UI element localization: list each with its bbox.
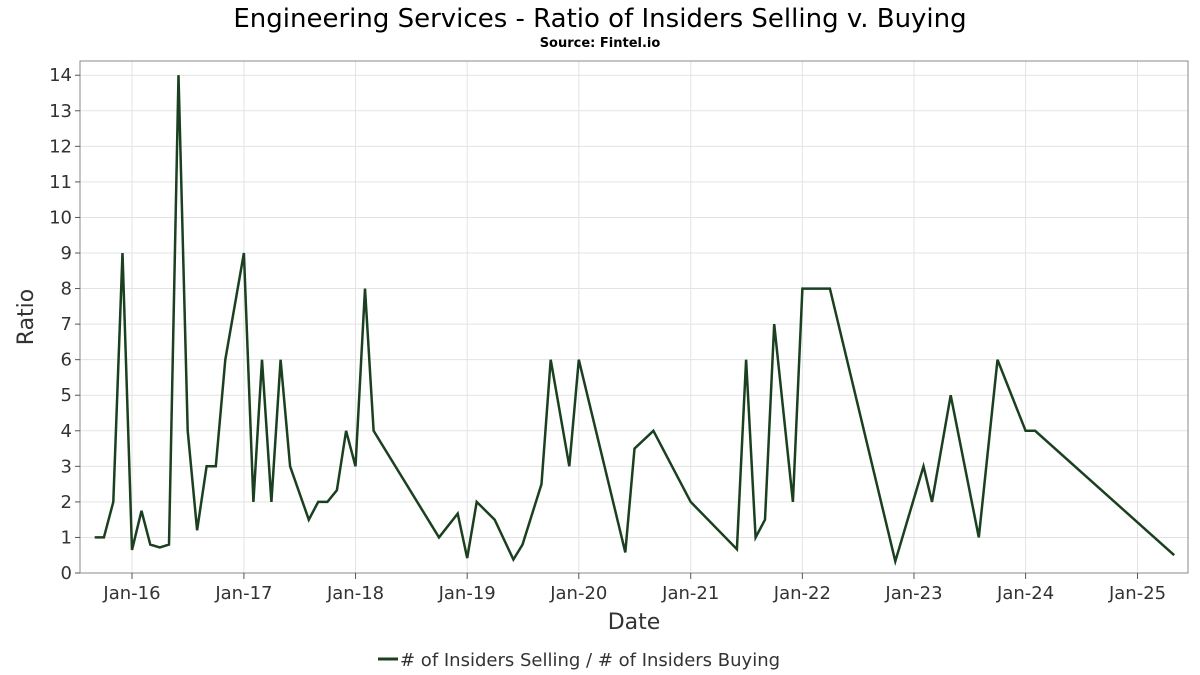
- x-axis-label: Date: [608, 610, 661, 635]
- x-tick-label: Jan-20: [549, 583, 607, 604]
- y-tick-label: 4: [61, 421, 72, 442]
- x-tick-label: Jan-19: [438, 583, 496, 604]
- x-tick-label: Jan-21: [661, 583, 719, 604]
- y-tick-label: 7: [61, 314, 72, 335]
- y-tick-label: 13: [49, 101, 72, 122]
- y-tick-label: 0: [61, 563, 72, 584]
- series-line: [94, 75, 1176, 567]
- x-tick-label: Jan-23: [884, 583, 942, 604]
- chart-subtitle: Source: Fintel.io: [540, 36, 661, 51]
- x-tick-label: Jan-17: [214, 583, 272, 604]
- y-tick-label: 5: [61, 385, 72, 406]
- y-tick-label: 6: [61, 350, 72, 371]
- y-tick-label: 9: [61, 243, 72, 264]
- y-tick-label: 12: [49, 136, 72, 157]
- y-tick-label: 8: [61, 279, 72, 300]
- legend: # of Insiders Selling / # of Insiders Bu…: [378, 650, 780, 671]
- x-tick-label: Jan-24: [996, 583, 1054, 604]
- y-tick-label: 1: [61, 527, 72, 548]
- y-tick-label: 10: [49, 207, 72, 228]
- y-axis-label: Ratio: [14, 289, 39, 345]
- x-tick-label: Jan-18: [326, 583, 384, 604]
- y-tick-label: 2: [61, 492, 72, 513]
- y-tick-label: 3: [61, 456, 72, 477]
- x-tick-label: Jan-22: [773, 583, 831, 604]
- plot-area: [79, 60, 1189, 574]
- chart-title: Engineering Services - Ratio of Insiders…: [233, 4, 966, 34]
- y-tick-label: 11: [49, 172, 72, 193]
- series-layer: [94, 75, 1176, 567]
- y-tick-label: 14: [49, 65, 72, 86]
- legend-label: # of Insiders Selling / # of Insiders Bu…: [400, 650, 780, 671]
- x-tick-label: Jan-25: [1108, 583, 1166, 604]
- x-tick-label: Jan-16: [102, 583, 160, 604]
